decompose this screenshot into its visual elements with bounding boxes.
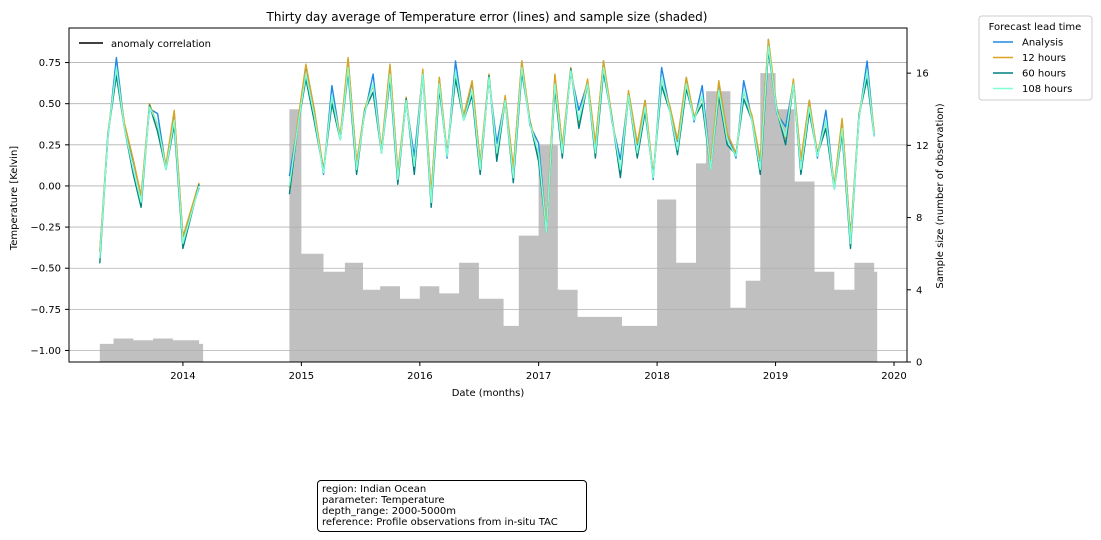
x-tick-label: 2017 xyxy=(526,371,551,382)
info-box: region: Indian Ocean parameter: Temperat… xyxy=(317,480,587,532)
legend-label: Analysis xyxy=(1022,38,1063,49)
y-tick-label: −1.00 xyxy=(30,346,61,357)
series-legend: Forecast lead time Analysis 12 hours 60 ho… xyxy=(978,15,1093,101)
series-line xyxy=(99,38,875,252)
sample-size-area xyxy=(99,73,878,362)
info-reference: reference: Profile observations from in-… xyxy=(322,517,558,528)
legend-frame xyxy=(978,15,1093,101)
y2-axis-ticks: 0 4 8 12 16 xyxy=(907,69,929,369)
y-tick-label: 0.75 xyxy=(39,58,61,69)
x-axis-label: Date (months) xyxy=(452,388,525,399)
info-depth: depth_range: 2000-5000m xyxy=(322,506,456,517)
y2-tick-label: 16 xyxy=(916,69,929,80)
gridlines xyxy=(69,62,907,351)
info-region: region: Indian Ocean xyxy=(322,484,427,495)
y-axis-label: Temperature [Kelvin] xyxy=(9,146,20,251)
legend-label: 12 hours xyxy=(1022,53,1066,64)
y-tick-label: 0.50 xyxy=(39,99,61,110)
y-tick-label: 0.25 xyxy=(39,140,61,151)
x-tick-label: 2020 xyxy=(881,371,906,382)
sample-size-bars xyxy=(99,73,878,362)
legend-label: 108 hours xyxy=(1022,84,1072,95)
axis-legend-label: anomaly correlation xyxy=(111,39,211,50)
x-tick-label: 2018 xyxy=(644,371,669,382)
x-tick-label: 2019 xyxy=(763,371,788,382)
legend-label: 60 hours xyxy=(1022,69,1066,80)
y-axis-ticks: 0.75 0.50 0.25 0.00 −0.25 −0.50 −0.75 −1.00 xyxy=(30,58,69,357)
y-tick-label: −0.25 xyxy=(30,223,61,234)
y-tick-label: 0.00 xyxy=(39,181,61,192)
x-axis-ticks: 2014 2015 2016 2017 2018 2019 2020 xyxy=(170,362,907,382)
series-lines xyxy=(99,38,875,264)
y2-tick-label: 4 xyxy=(916,285,922,296)
plot-frame xyxy=(68,27,908,363)
x-tick-label: 2016 xyxy=(407,371,432,382)
y2-tick-label: 0 xyxy=(916,358,922,369)
y-tick-label: −0.75 xyxy=(30,305,61,316)
y2-axis-label: Sample size (number of observation) xyxy=(935,103,946,288)
y2-tick-label: 8 xyxy=(916,213,922,224)
series-line xyxy=(99,45,875,259)
y-tick-label: −0.50 xyxy=(30,264,61,275)
chart-title: Thirty day average of Temperature error … xyxy=(266,10,708,24)
x-tick-label: 2014 xyxy=(170,371,195,382)
legend-title: Forecast lead time xyxy=(989,22,1082,33)
info-parameter: parameter: Temperature xyxy=(322,495,445,506)
axis-legend: anomaly correlation xyxy=(79,39,211,50)
y2-tick-label: 12 xyxy=(916,141,929,152)
x-tick-label: 2015 xyxy=(289,371,314,382)
legend-items: Analysis 12 hours 60 hours 108 hours xyxy=(993,38,1072,95)
